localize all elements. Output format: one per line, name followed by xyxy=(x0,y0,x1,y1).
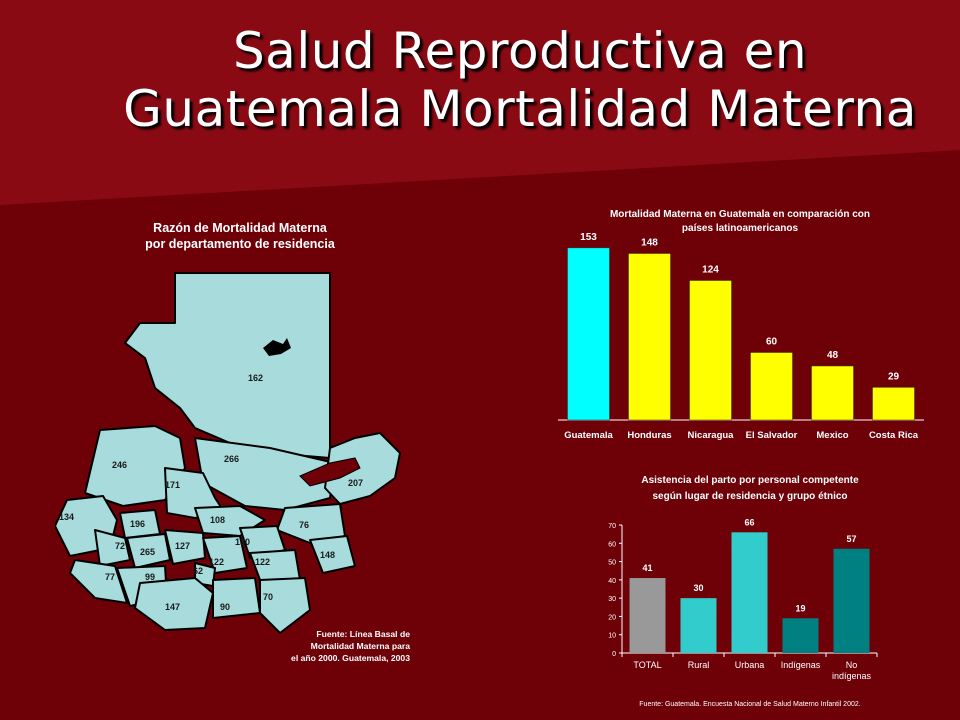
chart1-data-label: 29 xyxy=(888,371,900,382)
chart2-y-tick-label: 20 xyxy=(608,614,616,621)
chart1-title-line2: países latinoamericanos xyxy=(681,223,799,234)
chart1-bar xyxy=(628,253,671,421)
lake-peten-icon xyxy=(263,338,291,356)
map-region-chimaltenango xyxy=(164,529,206,565)
chart1-title-line1: Mortalidad Materna en Guatemala en compa… xyxy=(609,209,871,220)
dept-label-izabal: 207 xyxy=(348,478,363,488)
dept-label-guatemala: 122 xyxy=(209,557,224,567)
chart1-bar xyxy=(872,387,915,421)
guatemala-map: 162 246 266 171 207 134 196 108 76 72 26… xyxy=(55,272,401,634)
dept-label-totonicapan: 196 xyxy=(130,519,145,529)
chart2-y-tick-label: 40 xyxy=(608,578,616,585)
dept-label-suchitepequez: 99 xyxy=(145,572,155,582)
chart2-category-label: Indígenas xyxy=(781,660,821,670)
chart1-category-label: Mexico xyxy=(816,430,848,441)
chart1-category-label: Costa Rica xyxy=(869,430,919,441)
chart2-category-label: TOTAL xyxy=(633,660,661,670)
chart2-category-label: Rural xyxy=(688,660,710,670)
dept-label-san-marcos: 134 xyxy=(59,512,74,522)
map-region-jutiapa xyxy=(259,577,311,634)
chart2-bar xyxy=(680,598,717,653)
map-source-line1: Fuente: Línea Basal de xyxy=(316,629,410,639)
dept-label-sacatepequez: 62 xyxy=(193,566,203,576)
lake-izabal-icon xyxy=(299,457,361,487)
dept-label-peten: 162 xyxy=(248,373,263,383)
dept-label-jutiapa: 70 xyxy=(263,592,273,602)
map-region-escuintla xyxy=(134,577,214,631)
chart1-bar-chart: 153 Guatemala 148 Honduras 124 Nicaragua 60 El … xyxy=(558,232,924,441)
chart2-source: Fuente: Guatemala. Encuesta Nacional de … xyxy=(639,701,861,708)
dept-label-huehuetenango: 246 xyxy=(112,460,127,470)
chart2-y-tick-label: 0 xyxy=(612,651,616,658)
dept-label-jalapa: 122 xyxy=(255,557,270,567)
dept-label-zacapa: 76 xyxy=(299,520,309,530)
map-region-solola xyxy=(126,533,171,569)
map-title-line2: por departamento de residencia xyxy=(145,237,335,251)
chart2-y-tick-label: 30 xyxy=(608,596,616,603)
chart2-data-label: 57 xyxy=(846,534,856,544)
chart1-bar xyxy=(811,365,854,421)
map-region-izabal xyxy=(324,432,401,505)
chart2-category-label: Urbana xyxy=(735,660,765,670)
chart2-category-label: No xyxy=(846,660,858,670)
chart1-category-label: El Salvador xyxy=(746,430,798,441)
chart2-y-tick-label: 50 xyxy=(608,560,616,567)
chart2-y-tick-label: 10 xyxy=(608,633,616,640)
map-region-guatemala xyxy=(202,535,248,574)
chart2-title: Asistencia del parto por personal compet… xyxy=(590,473,910,505)
dept-label-solola: 265 xyxy=(140,547,155,557)
chart1-bar xyxy=(689,280,732,421)
chart2-bar xyxy=(782,618,819,653)
dept-label-alta-verapaz: 266 xyxy=(224,454,239,464)
chart1-category-label: Nicaragua xyxy=(688,430,735,441)
map-source-line2: Mortalidad Materna para xyxy=(310,641,410,651)
chart1-data-label: 153 xyxy=(580,232,597,243)
dept-label-escuintla: 147 xyxy=(165,602,180,612)
chart2-y-tick-label: 70 xyxy=(608,523,616,530)
chart2-bar xyxy=(629,578,666,653)
chart2-data-label: 30 xyxy=(693,583,703,593)
map-region-santa-rosa xyxy=(212,577,261,619)
chart1-category-label: Honduras xyxy=(627,430,671,441)
map-source-line3: el año 2000. Guatemala, 2003 xyxy=(291,653,410,663)
dept-label-quiche: 171 xyxy=(165,480,180,490)
dept-label-santa-rosa: 90 xyxy=(220,602,230,612)
chart1-data-label: 48 xyxy=(827,350,839,361)
slide-title: Salud Reproductiva en Guatemala Mortalid… xyxy=(0,22,960,138)
chart2-y-tick-label: 60 xyxy=(608,541,616,548)
chart2-title-line1: Asistencia del parto por personal compet… xyxy=(641,475,859,486)
chart1-data-label: 124 xyxy=(702,265,719,276)
map-region-quetzaltenango xyxy=(94,529,131,567)
chart2-category-label: indígenas xyxy=(832,671,872,681)
dept-label-chimaltenango: 127 xyxy=(175,541,190,551)
dept-label-baja-verapaz: 108 xyxy=(210,515,225,525)
slide-title-line2: Guatemala Mortalidad Materna xyxy=(123,80,917,138)
chart1-data-label: 148 xyxy=(641,238,658,249)
dept-label-retalhuleu: 77 xyxy=(105,572,115,582)
map-region-retalhuleu xyxy=(69,559,128,604)
chart2-title-line2: según lugar de residencia y grupo étnico xyxy=(652,491,848,502)
map-source: Fuente: Línea Basal de Mortalidad Matern… xyxy=(240,628,410,664)
chart1-bar xyxy=(567,247,610,421)
chart2-data-label: 19 xyxy=(795,603,805,613)
chart2-bar xyxy=(731,532,768,653)
chart1-bar xyxy=(750,352,793,421)
chart2-bar-chart: 0 10 20 30 40 50 60 70 41 TOTAL 30 Rural 66 Urbana 19 I… xyxy=(608,517,878,681)
map-region-chiquimula xyxy=(309,535,356,574)
dept-label-chiquimula: 148 xyxy=(320,550,335,560)
dept-label-quetzaltenango: 72 xyxy=(115,541,125,551)
map-title: Razón de Mortalidad Materna por departam… xyxy=(100,220,380,252)
chart2-data-label: 66 xyxy=(744,517,754,527)
chart1-category-label: Guatemala xyxy=(564,430,613,441)
chart2-data-label: 41 xyxy=(642,563,652,573)
chart1-title: Mortalidad Materna en Guatemala en compa… xyxy=(560,208,920,236)
chart2-bar xyxy=(833,548,870,653)
map-title-line1: Razón de Mortalidad Materna xyxy=(153,221,327,235)
chart1-data-label: 60 xyxy=(766,337,778,348)
dept-label-el-progreso: 130 xyxy=(235,537,250,547)
slide-title-line1: Salud Reproductiva en xyxy=(232,22,808,80)
